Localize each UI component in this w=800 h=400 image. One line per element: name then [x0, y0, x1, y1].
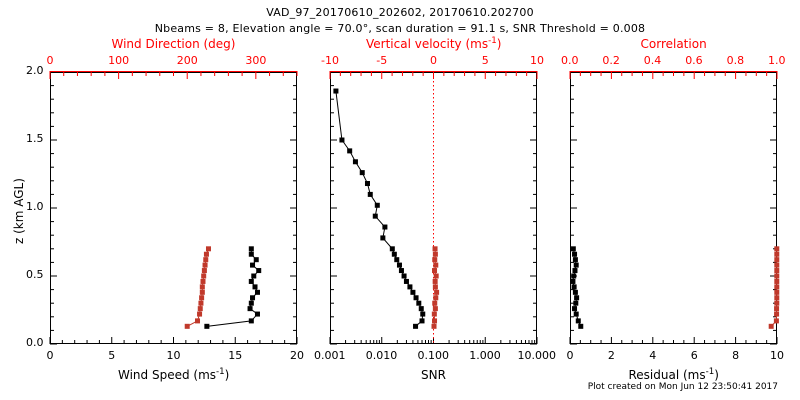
y-tick-label: 0.0 — [26, 336, 44, 349]
x-tick-label: 15 — [228, 349, 243, 362]
x2-tick-label: 100 — [108, 54, 130, 67]
series-correlation — [768, 246, 780, 329]
x-tick-label: 2 — [607, 349, 615, 362]
wind-panel — [50, 72, 297, 344]
y-tick-label: 0.5 — [26, 268, 44, 281]
series-vertical-velocity — [431, 246, 440, 329]
x2-tick-label: 0.8 — [726, 54, 745, 67]
plot-created-footer: Plot created on Mon Jun 12 23:50:41 2017 — [587, 382, 778, 392]
x2-tick-label: 1.0 — [768, 54, 786, 67]
x2-tick-label: 0.6 — [685, 54, 703, 67]
scan-parameters-subtitle: Nbeams = 8, Elevation angle = 70.0°, sca… — [154, 22, 646, 35]
x-tick-label: 20 — [290, 349, 304, 362]
x-tick-label: 0 — [46, 349, 54, 362]
residual-panel-frame — [570, 72, 777, 344]
series-residual — [570, 246, 584, 329]
residual-panel — [570, 72, 777, 344]
wind-panel-frame — [50, 72, 297, 344]
x-tick-label: 10 — [166, 349, 181, 362]
x2-tick-label: -5 — [376, 54, 388, 67]
series-wind-speed — [204, 246, 262, 329]
x2-tick-label: 0 — [46, 54, 54, 67]
x-tick-label: 10.000 — [517, 349, 557, 362]
x2-tick-label: 0.4 — [643, 54, 662, 67]
residual-bottom-axis-title: Residual (ms-1) — [628, 367, 719, 382]
x-tick-label: 0.100 — [417, 349, 450, 362]
series-wind-direction — [184, 246, 211, 329]
x-tick-label: 5 — [108, 349, 116, 362]
x2-tick-label: 0.2 — [602, 54, 620, 67]
x2-tick-label: 10 — [530, 54, 544, 67]
x-tick-label: 0.001 — [314, 349, 346, 362]
x-tick-label: 0.010 — [365, 349, 398, 362]
series-snr — [333, 88, 426, 329]
x-tick-label: 4 — [649, 349, 657, 362]
x-tick-label: 6 — [690, 349, 698, 362]
y-tick-label: 1.0 — [26, 200, 44, 213]
page-title: VAD_97_20170610_202602, 20170610.202700 — [266, 6, 534, 19]
wind-bottom-axis-title: Wind Speed (ms-1) — [118, 367, 230, 382]
x2-tick-label: 200 — [176, 54, 198, 67]
y-tick-label: 2.0 — [26, 64, 44, 77]
x2-tick-label: 0.0 — [561, 54, 579, 67]
x-tick-label: 8 — [732, 349, 740, 362]
y-tick-label: 1.5 — [26, 132, 44, 145]
x2-tick-label: 300 — [245, 54, 267, 67]
x2-tick-label: -10 — [321, 54, 339, 67]
x-tick-label: 1.000 — [469, 349, 501, 362]
snr-bottom-axis-title: SNR — [421, 368, 446, 382]
x-tick-label: 10 — [770, 349, 784, 362]
residual-top-axis-title: Correlation — [640, 37, 707, 51]
x2-tick-label: 0 — [430, 54, 437, 67]
x2-tick-label: 5 — [481, 54, 489, 67]
x-tick-label: 0 — [566, 349, 574, 362]
wind-top-axis-title: Wind Direction (deg) — [111, 37, 236, 51]
snr-top-axis-title: Vertical velocity (ms-1) — [366, 36, 502, 51]
